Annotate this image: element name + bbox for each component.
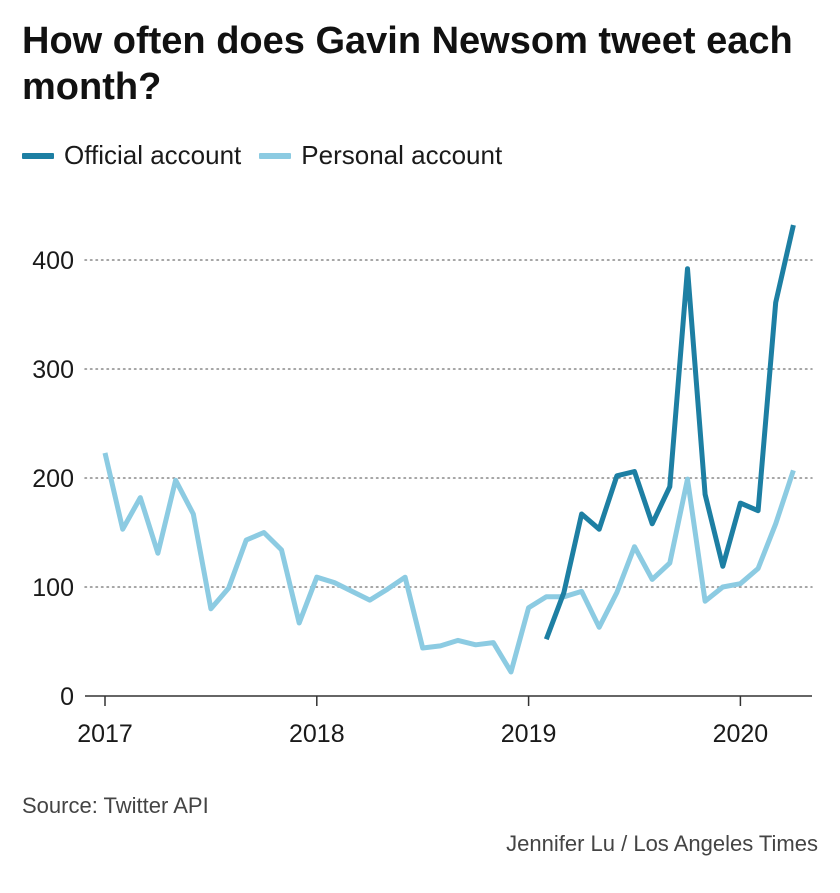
x-tick-label-2020: 2020 — [713, 720, 769, 748]
line-chart: 0 100 200 300 400 2017 2018 2019 2020 — [32, 224, 813, 748]
legend-label-personal: Personal account — [301, 140, 503, 170]
legend-item-personal: Personal account — [259, 140, 502, 171]
legend-item-official: Official account — [22, 140, 241, 171]
legend-swatch-personal — [259, 152, 292, 159]
y-tick-label-100: 100 — [32, 574, 74, 602]
y-tick-label-400: 400 — [32, 247, 74, 275]
y-tick-label-0: 0 — [60, 683, 74, 711]
source-note: Source: Twitter API — [22, 793, 209, 818]
credit-line: Jennifer Lu / Los Angeles Times — [506, 831, 818, 856]
y-tick-label-300: 300 — [32, 356, 74, 384]
y-tick-label-200: 200 — [32, 465, 74, 493]
legend-swatch-official — [22, 152, 54, 159]
series-line-personal — [102, 452, 796, 675]
legend: Official account Personal account — [22, 140, 520, 171]
x-tick-label-2018: 2018 — [289, 720, 345, 748]
series-line-official — [543, 224, 796, 641]
legend-label-official: Official account — [64, 140, 242, 170]
chart-title: How often does Gavin Newsom tweet each m… — [22, 20, 793, 108]
x-tick-label-2019: 2019 — [501, 720, 557, 748]
x-tick-label-2017: 2017 — [77, 720, 133, 748]
